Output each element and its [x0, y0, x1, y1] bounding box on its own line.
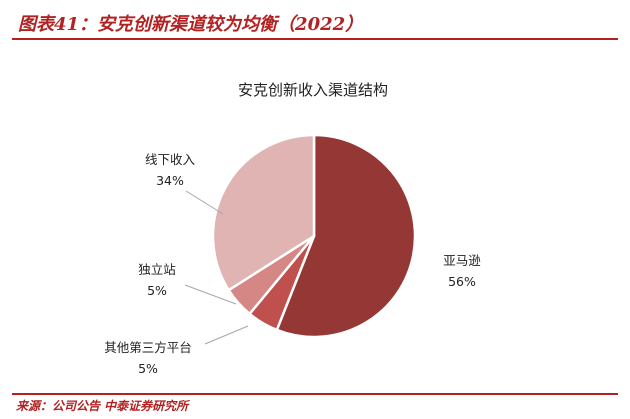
leader-line-4 — [185, 190, 224, 215]
slice-name-label: 线下收入 — [145, 152, 196, 167]
figure-title: 图表41：安克创新渠道较为均衡（2022） — [18, 14, 364, 35]
leader-lines — [184, 190, 249, 345]
leader-line-2 — [204, 325, 249, 345]
pie-slice-4 — [211, 133, 316, 292]
slice-name-label: 独立站 — [138, 262, 176, 277]
pie-slice-1 — [275, 133, 417, 339]
slice-value-label: 34% — [156, 173, 184, 188]
slice-labels: 亚马逊 56% 其他第三方平台 5% 独立站 5% 线下收入 34% — [104, 152, 481, 376]
chart-title: 安克创新收入渠道结构 — [238, 81, 388, 99]
slice-name-label: 亚马逊 — [443, 253, 481, 268]
footer-divider — [12, 393, 618, 395]
slice-name-label: 其他第三方平台 — [104, 340, 192, 355]
slice-value-label: 5% — [138, 361, 158, 376]
pie-slices — [211, 133, 417, 339]
slice-value-label: 56% — [448, 274, 476, 289]
figure-header: 图表41：安克创新渠道较为均衡（2022） — [12, 8, 618, 40]
slice-value-label: 5% — [147, 283, 167, 298]
source-note: 来源：公司公告 中泰证券研究所 — [16, 399, 189, 413]
leader-line-3 — [184, 284, 237, 305]
